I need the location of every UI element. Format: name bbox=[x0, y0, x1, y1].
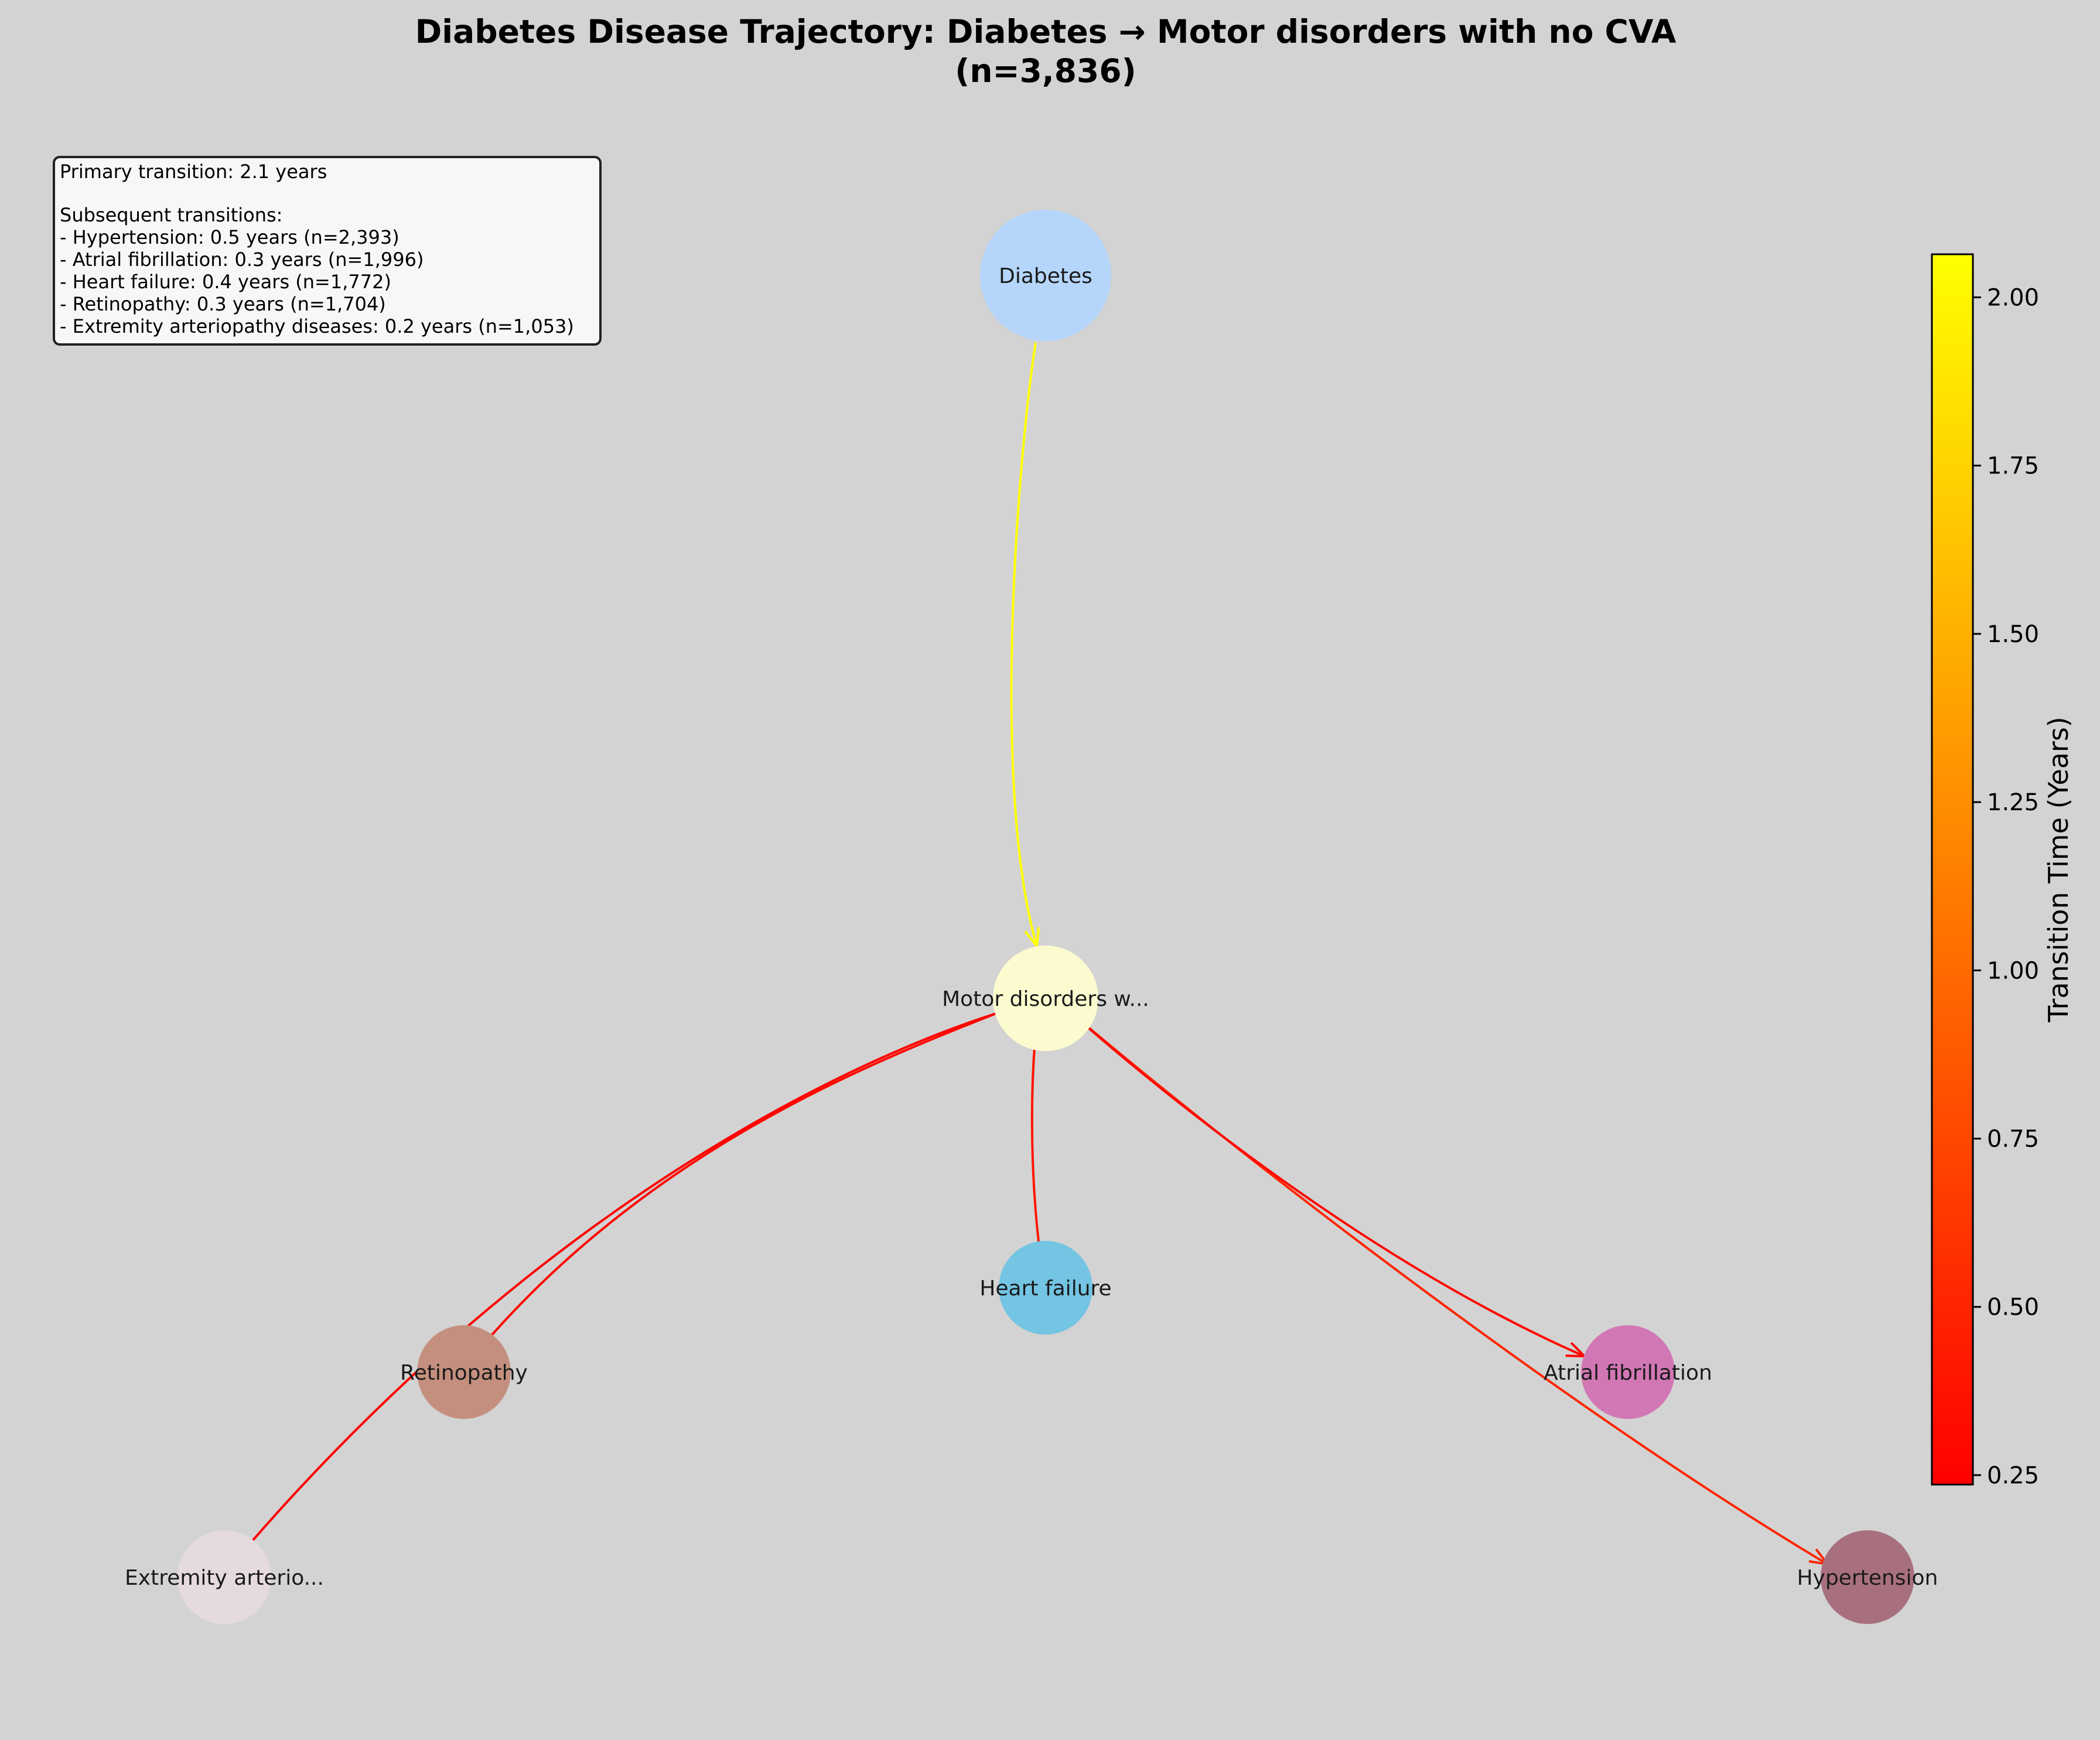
node-hypertension[interactable]: Hypertension bbox=[1797, 1530, 1938, 1624]
edge-motor-to-heart_failure bbox=[1030, 1013, 1043, 1266]
colorbar-gradient bbox=[1931, 253, 1974, 1486]
colorbar-tick-label: 1.50 bbox=[1987, 621, 2039, 648]
node-circle-retinopathy bbox=[417, 1325, 511, 1419]
colorbar: 0.25 0.50 0.75 1.00 1.25 1.50 1.75 2.00 Transit… bbox=[1931, 253, 2074, 1489]
info-box-frame bbox=[53, 156, 602, 346]
node-circle-motor bbox=[993, 946, 1098, 1051]
info-line-retinopathy: - Retinopathy: 0.3 years (n=1,704) bbox=[60, 293, 386, 315]
node-circle-atrial_fibrillation bbox=[1581, 1325, 1675, 1419]
info-line-subsequent: Subsequent transitions: bbox=[60, 204, 282, 226]
colorbar-tick-label: 1.00 bbox=[1987, 957, 2039, 984]
info-line-extremity: - Extremity arteriopathy diseases: 0.2 y… bbox=[60, 315, 574, 337]
node-label-retinopathy: Retinopathy bbox=[400, 1361, 528, 1385]
colorbar-tick-label: 0.50 bbox=[1987, 1294, 2039, 1321]
colorbar-tick-label: 0.25 bbox=[1987, 1462, 2039, 1489]
colorbar-tick-label: 1.25 bbox=[1987, 789, 2039, 816]
edge-diabetes-to-motor bbox=[1010, 342, 1038, 947]
node-circle-extremity bbox=[177, 1530, 271, 1624]
node-retinopathy[interactable]: Retinopathy bbox=[400, 1325, 528, 1419]
colorbar-label: Transition Time (Years) bbox=[2043, 717, 2074, 1023]
node-diabetes[interactable]: Diabetes bbox=[980, 210, 1111, 341]
arrowhead-diabetes-to-motor bbox=[1024, 927, 1040, 950]
node-extremity[interactable]: Extremity arterio... bbox=[125, 1530, 324, 1624]
colorbar-tick-label: 1.75 bbox=[1987, 453, 2039, 480]
chart-title: Diabetes Disease Trajectory: Diabetes → … bbox=[415, 13, 1676, 50]
chart-subtitle: (n=3,836) bbox=[955, 52, 1136, 90]
colorbar-tick-label: 2.00 bbox=[1987, 285, 2039, 312]
info-line-hypertension: - Hypertension: 0.5 years (n=2,393) bbox=[60, 226, 399, 248]
node-motor[interactable]: Motor disorders w... bbox=[942, 946, 1149, 1051]
nodes-layer: Diabetes Motor disorders w... Heart failur… bbox=[125, 210, 1938, 1624]
node-circle-heart_failure bbox=[999, 1241, 1092, 1335]
colorbar-tick-label: 0.75 bbox=[1987, 1126, 2039, 1153]
info-line-primary: Primary transition: 2.1 years bbox=[60, 161, 327, 183]
node-label-heart_failure: Heart failure bbox=[979, 1277, 1111, 1301]
edge-motor-to-extremity bbox=[236, 1012, 996, 1560]
node-circle-hypertension bbox=[1821, 1530, 1914, 1624]
node-heart_failure[interactable]: Heart failure bbox=[979, 1241, 1112, 1335]
info-line-atrial-fibrillation: - Atrial fibrillation: 0.3 years (n=1,99… bbox=[60, 248, 424, 271]
node-label-atrial_fibrillation: Atrial fibrillation bbox=[1544, 1361, 1712, 1385]
info-box: Primary transition: 2.1 years Subsequent… bbox=[53, 156, 602, 346]
node-label-motor: Motor disorders w... bbox=[942, 987, 1149, 1011]
node-label-extremity: Extremity arterio... bbox=[125, 1566, 324, 1590]
colorbar-ticks: 0.25 0.50 0.75 1.00 1.25 1.50 1.75 2.00 bbox=[1973, 285, 2039, 1489]
edge-motor-to-retinopathy bbox=[467, 1012, 996, 1363]
edge-motor-to-atrial_fibrillation bbox=[1071, 1012, 1585, 1357]
info-line-heart-failure: - Heart failure: 0.4 years (n=1,772) bbox=[60, 271, 391, 293]
node-label-diabetes: Diabetes bbox=[999, 264, 1092, 288]
node-atrial_fibrillation[interactable]: Atrial fibrillation bbox=[1544, 1325, 1712, 1419]
node-label-hypertension: Hypertension bbox=[1797, 1566, 1938, 1590]
node-circle-diabetes bbox=[980, 210, 1111, 341]
